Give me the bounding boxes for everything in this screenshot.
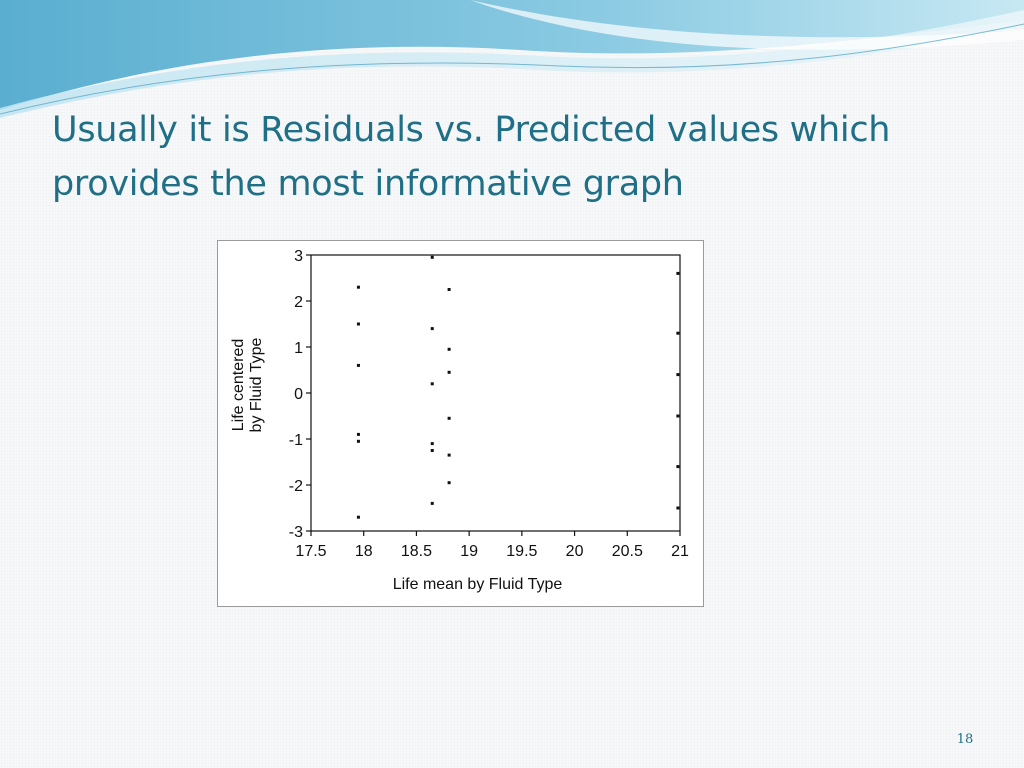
slide-title-line-2: provides the most informative graph	[52, 164, 684, 204]
data-point	[430, 255, 434, 259]
y-tick-label: 2	[294, 294, 303, 311]
x-axis-title: Life mean by Fluid Type	[393, 576, 563, 593]
data-point	[430, 327, 434, 331]
data-point	[676, 414, 680, 418]
data-point	[356, 322, 360, 326]
swoosh-band-highlight	[470, 0, 1024, 50]
data-point	[430, 442, 434, 446]
y-tick-label: -2	[289, 478, 303, 495]
data-point	[447, 288, 451, 291]
header-swoosh	[0, 0, 1024, 118]
data-point	[676, 465, 680, 469]
data-point	[356, 363, 360, 367]
data-point	[447, 370, 451, 374]
data-point	[356, 432, 360, 436]
data-point	[676, 271, 680, 275]
x-tick-label: 18	[355, 543, 373, 560]
plot-area-frame	[310, 254, 681, 532]
data-point	[430, 501, 434, 505]
y-axis-title-line-2: by Fluid Type	[248, 337, 265, 432]
x-tick-label: 19.5	[506, 543, 537, 560]
data-point	[676, 331, 680, 335]
data-point	[447, 481, 451, 485]
y-axis-title: Life centered by Fluid Type	[230, 337, 265, 432]
slide-title-line-1: Usually it is Residuals vs. Predicted va…	[52, 110, 891, 150]
data-point	[676, 373, 680, 377]
swoosh-line	[0, 23, 1024, 115]
data-points	[356, 255, 680, 519]
swoosh-band-back	[0, 0, 1024, 110]
x-tick-label: 17.5	[295, 543, 326, 560]
y-tick-label: 1	[294, 340, 303, 357]
data-point	[676, 506, 680, 510]
y-tick-label: 0	[294, 386, 303, 403]
y-tick-label: -3	[289, 524, 303, 541]
data-point	[447, 453, 451, 457]
data-point	[356, 439, 360, 443]
y-tick-label: 3	[294, 248, 303, 265]
y-tick-label: -1	[289, 432, 303, 449]
y-axis-title-line-1: Life centered	[230, 339, 247, 432]
data-point	[430, 382, 434, 386]
data-point	[447, 347, 451, 351]
page-number: 18	[956, 732, 974, 747]
scatter-chart: 17.5 18 18.5 19 19.5 20 20.5 21 3 2 1 0 -1 -2 -3 Life …	[217, 240, 704, 607]
data-point	[447, 416, 451, 420]
x-tick-label: 20	[566, 543, 584, 560]
data-point	[356, 285, 360, 289]
x-tick-label: 18.5	[401, 543, 432, 560]
slide-title: Usually it is Residuals vs. Predicted va…	[52, 103, 972, 211]
data-point	[356, 515, 360, 519]
x-tick-label: 21	[671, 543, 689, 560]
x-tick-label: 19	[460, 543, 478, 560]
data-point	[430, 449, 434, 452]
x-tick-label: 20.5	[612, 543, 643, 560]
